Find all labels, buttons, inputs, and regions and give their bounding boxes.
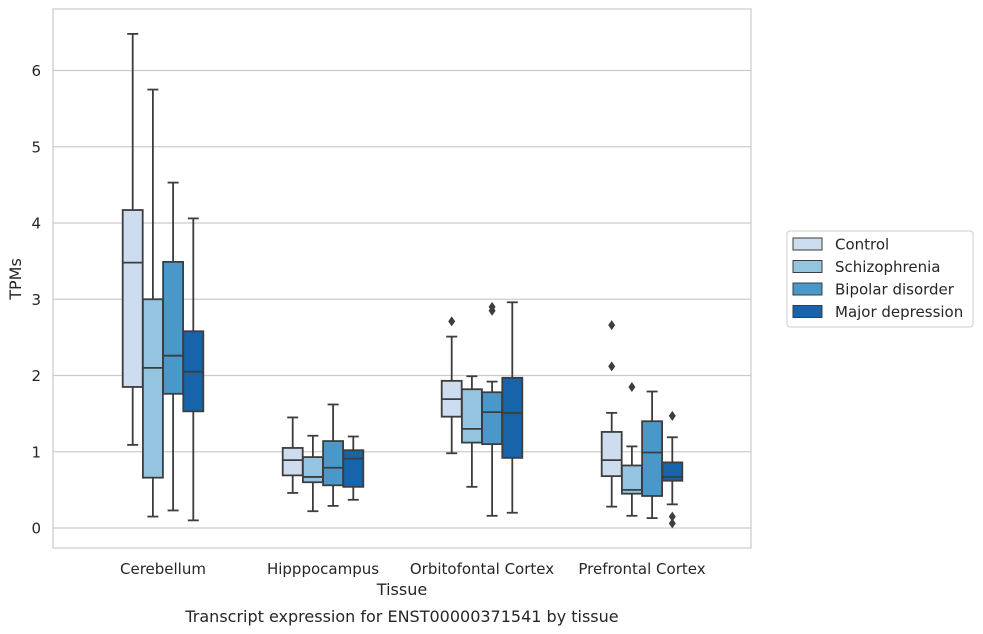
box-iqr	[141, 298, 164, 479]
plot-frame	[52, 8, 752, 549]
box-3-0	[600, 320, 623, 508]
legend-label: Major depression	[835, 303, 963, 321]
legend-label: Control	[835, 236, 889, 254]
box-iqr	[661, 461, 684, 482]
box-iqr	[121, 209, 144, 388]
legend-label: Bipolar disorder	[835, 281, 955, 299]
box-3-1	[621, 381, 643, 517]
box-2-3	[501, 301, 524, 514]
box-iqr	[481, 391, 504, 446]
y-tick-label: 3	[31, 291, 41, 309]
legend: Control Schizophrenia Bipolar disorder Majo…	[786, 230, 974, 328]
outlier-point	[668, 518, 676, 529]
outlier-point	[628, 381, 636, 392]
legend-swatch	[792, 260, 823, 273]
y-tick-label: 4	[31, 215, 41, 233]
box-0-0	[121, 33, 144, 446]
legend-swatch	[792, 282, 823, 296]
legend-frame	[786, 230, 974, 328]
box-iqr	[281, 447, 304, 477]
legend-swatch	[792, 305, 823, 318]
legend-label: Schizophrenia	[835, 258, 940, 276]
box-iqr	[301, 456, 324, 484]
x-tick-label: Prefrontal Cortex	[578, 560, 705, 578]
box-iqr	[460, 388, 483, 444]
box-0-2	[162, 181, 185, 512]
x-tick-label: Cerebellum	[120, 560, 206, 578]
x-axis-label: Tissue	[376, 580, 427, 599]
box-1-0	[281, 416, 304, 494]
box-iqr	[641, 420, 663, 497]
box-0-1	[141, 88, 164, 518]
outlier-point	[608, 320, 616, 331]
plot-boxes	[121, 33, 684, 529]
outlier-point	[668, 511, 676, 522]
box-3-2	[641, 390, 663, 519]
y-tick-label: 5	[31, 138, 41, 156]
x-tick-label: Orbitofontal Cortex	[410, 560, 554, 578]
box-1-1	[301, 434, 324, 513]
y-tick-label: 6	[31, 62, 41, 80]
y-tick-label: 2	[31, 367, 41, 385]
box-1-2	[322, 403, 345, 507]
chart-caption: Transcript expression for ENST0000037154…	[184, 607, 618, 626]
x-tick-labels: Cerebellum Hipppocampus Orbitofontal Corte…	[120, 560, 706, 578]
box-3-3	[661, 410, 684, 529]
outlier-point	[488, 301, 496, 312]
box-2-2	[481, 301, 504, 517]
outlier-point	[608, 361, 616, 372]
box-iqr	[501, 376, 524, 459]
box-iqr	[322, 440, 345, 487]
x-tick-label: Hipppocampus	[267, 560, 379, 578]
y-tick-label: 1	[31, 443, 41, 461]
box-0-3	[182, 217, 205, 522]
outlier-point	[668, 410, 676, 421]
box-2-0	[440, 316, 463, 455]
box-1-3	[342, 435, 365, 501]
box-2-1	[460, 375, 483, 488]
box-iqr	[162, 260, 185, 395]
outlier-point	[448, 316, 456, 327]
box-iqr	[600, 431, 623, 478]
box-iqr	[342, 449, 365, 488]
y-axis-label: TPMs	[6, 258, 25, 301]
y-tick-labels: 0 1 2 3 4 5 6	[31, 62, 41, 538]
legend-swatch	[792, 237, 823, 251]
y-tick-label: 0	[31, 520, 41, 538]
